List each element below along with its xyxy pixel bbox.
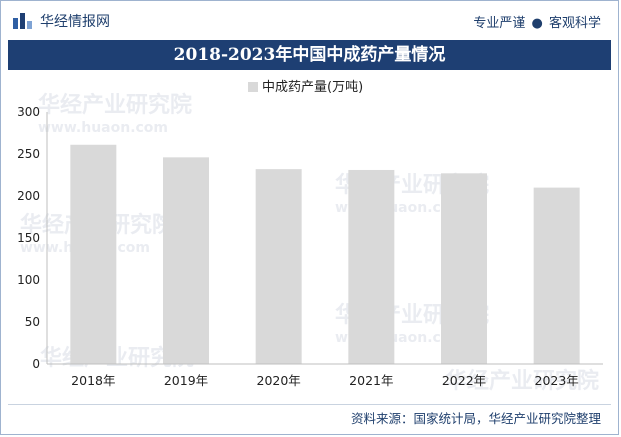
y-tick-label: 50 — [25, 315, 40, 329]
y-tick-label: 200 — [17, 189, 40, 203]
footer: 资料来源：国家统计局，华经产业研究院整理 — [8, 404, 611, 427]
bar-2020年 — [255, 169, 302, 364]
x-axis: 2018年 2019年 2020年 2021年 2022年 2023年 — [47, 363, 603, 388]
y-tick-label: 150 — [17, 231, 40, 245]
bars — [70, 144, 580, 364]
legend: 中成药产量(万吨) — [248, 80, 363, 95]
brand-name: 华经情报网 — [40, 14, 110, 30]
slogan-separator: ● — [531, 16, 543, 31]
slogan: 专业严谨 ● 客观科学 — [473, 12, 601, 31]
x-tick-label: 2022年 — [442, 373, 486, 388]
svg-text:华经产业研究院: 华经产业研究院 — [38, 92, 192, 118]
slogan-right: 客观科学 — [548, 16, 601, 31]
x-tick-label: 2021年 — [349, 373, 393, 388]
x-tick-label: 2023年 — [535, 373, 579, 388]
y-tick-label: 300 — [17, 105, 40, 119]
legend-swatch — [248, 82, 258, 92]
chart-title: 2018-2023年中国中成药产量情况 — [173, 45, 446, 65]
legend-label: 中成药产量(万吨) — [262, 80, 363, 95]
y-axis: 0 50 100 150 200 250 300 — [17, 105, 48, 371]
top-bar: 华经情报网 专业严谨 ● 客观科学 — [0, 0, 621, 40]
bar-2023年 — [533, 187, 580, 364]
y-tick-label: 100 — [17, 273, 40, 287]
x-tick-label: 2019年 — [164, 373, 208, 388]
x-tick-label: 2018年 — [71, 373, 115, 388]
svg-text:华经产业研究院: 华经产业研究院 — [445, 368, 599, 394]
source-note: 资料来源：国家统计局，华经产业研究院整理 — [350, 411, 601, 426]
bar-2022年 — [441, 173, 487, 364]
svg-text:www.huaon.com: www.huaon.com — [38, 120, 168, 136]
title-bar: 2018-2023年中国中成药产量情况 — [8, 40, 611, 70]
bar-2019年 — [163, 157, 209, 364]
y-tick-label: 250 — [17, 147, 40, 161]
y-tick-label: 0 — [32, 357, 40, 371]
bar-2021年 — [348, 169, 395, 364]
bar-2018年 — [70, 144, 117, 364]
x-tick-label: 2020年 — [257, 373, 301, 388]
bar-chart-logo-icon — [12, 12, 34, 34]
slogan-left: 专业严谨 — [473, 16, 526, 31]
